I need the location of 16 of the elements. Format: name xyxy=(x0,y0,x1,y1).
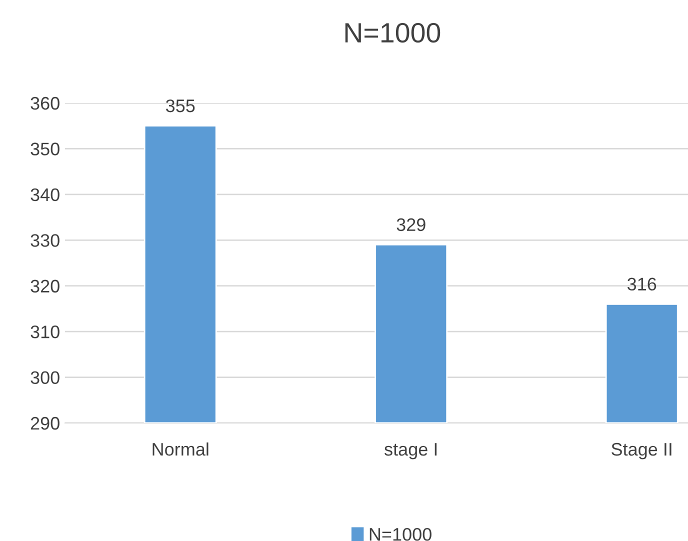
x-tick-label: Normal xyxy=(152,442,208,456)
y-tick-label: 320 xyxy=(30,280,60,293)
y-tick-label: 310 xyxy=(30,326,60,338)
y-tick-label: 340 xyxy=(30,188,60,202)
y-tick-label: 350 xyxy=(30,142,60,156)
data-label: 355 xyxy=(166,99,195,112)
y-tick-label: 290 xyxy=(30,416,60,430)
data-label: 329 xyxy=(396,218,426,232)
y-tick-label: 360 xyxy=(30,96,60,110)
y-tick-label: 330 xyxy=(30,234,60,247)
y-tick-label: 300 xyxy=(30,371,60,384)
data-label: 316 xyxy=(627,278,656,291)
legend-label: N=1000 xyxy=(370,528,432,541)
chart-title: N=1000 xyxy=(345,22,440,43)
x-tick-label: Stage II xyxy=(612,442,672,460)
x-tick-label: stage I xyxy=(384,443,437,460)
